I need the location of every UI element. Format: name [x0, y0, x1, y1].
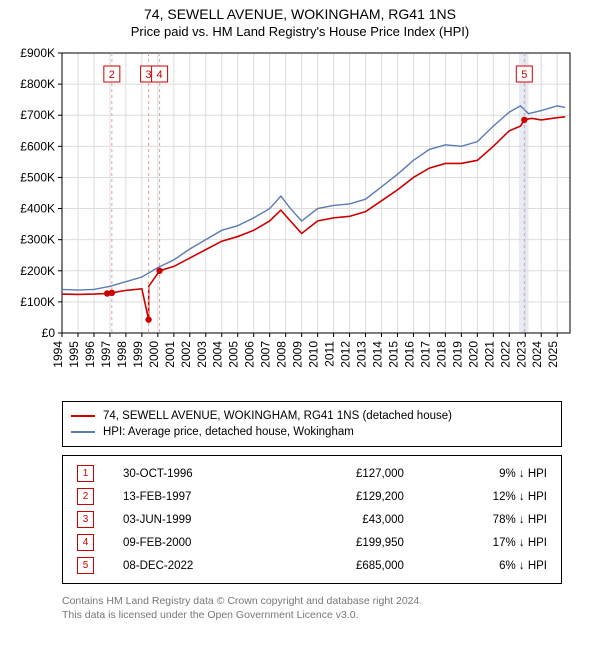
y-tick-label: £500K	[20, 170, 55, 184]
footer-line-1: Contains HM Land Registry data © Crown c…	[62, 594, 562, 608]
event-row: 2 13-FEB-1997£129,20012% ↓ HPI	[71, 485, 553, 508]
event-row-marker: 2	[77, 488, 94, 505]
event-price: £685,000	[280, 554, 422, 577]
x-tick-label: 2003	[195, 341, 209, 368]
event-pct-vs-hpi: 12% ↓ HPI	[422, 485, 553, 508]
title-sub: Price paid vs. HM Land Registry's House …	[0, 24, 600, 39]
event-row: 1 30-OCT-1996£127,0009% ↓ HPI	[71, 462, 553, 485]
x-tick-label: 2017	[418, 341, 432, 368]
x-tick-label: 1999	[131, 341, 145, 368]
event-pct-vs-hpi: 9% ↓ HPI	[422, 462, 553, 485]
x-tick-label: 2011	[323, 341, 337, 367]
x-tick-label: 2006	[243, 341, 257, 368]
y-tick-label: £300K	[20, 233, 55, 247]
event-row-marker: 5	[77, 557, 94, 574]
x-tick-label: 1996	[83, 341, 97, 368]
x-tick-label: 2009	[291, 341, 305, 368]
x-tick-label: 2024	[530, 341, 544, 368]
title-main: 74, SEWELL AVENUE, WOKINGHAM, RG41 1NS	[0, 6, 600, 22]
x-tick-label: 2018	[434, 341, 448, 368]
x-tick-label: 2025	[546, 341, 560, 368]
events-table: 1 30-OCT-1996£127,0009% ↓ HPI 2 13-FEB-1997…	[62, 455, 562, 584]
event-row: 5 08-DEC-2022£685,0006% ↓ HPI	[71, 554, 553, 577]
event-row-marker: 3	[77, 511, 94, 528]
legend-label: 74, SEWELL AVENUE, WOKINGHAM, RG41 1NS (…	[103, 408, 452, 424]
event-pct-vs-hpi: 17% ↓ HPI	[422, 531, 553, 554]
series-price_paid	[62, 117, 565, 320]
x-tick-label: 2007	[259, 341, 273, 368]
legend-swatch	[71, 415, 95, 417]
attribution-footer: Contains HM Land Registry data © Crown c…	[62, 594, 562, 622]
event-point-3	[145, 316, 151, 322]
x-tick-label: 2023	[514, 341, 528, 368]
x-tick-label: 1997	[99, 341, 113, 368]
event-marker-label-3: 3	[146, 69, 152, 81]
x-tick-label: 2008	[275, 341, 289, 368]
legend-swatch	[71, 431, 95, 433]
x-tick-label: 1995	[67, 341, 81, 368]
x-tick-label: 2014	[370, 341, 384, 368]
x-tick-label: 2019	[450, 341, 464, 368]
event-row: 4 09-FEB-2000£199,95017% ↓ HPI	[71, 531, 553, 554]
event-pct-vs-hpi: 78% ↓ HPI	[422, 508, 553, 531]
x-tick-label: 2005	[227, 341, 241, 368]
x-tick-label: 2015	[386, 341, 400, 368]
x-tick-label: 1994	[51, 341, 65, 368]
legend-row: 74, SEWELL AVENUE, WOKINGHAM, RG41 1NS (…	[71, 408, 553, 424]
x-tick-label: 2002	[179, 341, 193, 368]
event-marker-label-5: 5	[521, 69, 527, 81]
y-tick-label: £400K	[20, 202, 55, 216]
event-price: £127,000	[280, 462, 422, 485]
x-tick-label: 2004	[211, 341, 225, 368]
x-tick-label: 1998	[115, 341, 129, 368]
price-vs-hpi-chart: £0 £100K £200K £300K £400K £500K £600K £700K £80…	[0, 43, 600, 393]
x-tick-label: 2013	[355, 341, 369, 368]
x-tick-label: 2022	[498, 341, 512, 368]
y-tick-label: £0	[42, 326, 56, 340]
event-point-5	[521, 117, 527, 123]
event-date: 13-FEB-1997	[117, 485, 280, 508]
y-tick-label: £100K	[20, 295, 55, 309]
event-date: 30-OCT-1996	[117, 462, 280, 485]
x-tick-label: 2021	[482, 341, 496, 368]
event-date: 09-FEB-2000	[117, 531, 280, 554]
y-tick-label: £600K	[20, 139, 55, 153]
x-tick-label: 2000	[147, 341, 161, 368]
event-row-marker: 1	[77, 465, 94, 482]
x-tick-label: 2020	[466, 341, 480, 368]
x-tick-label: 2001	[163, 341, 177, 368]
x-tick-label: 2010	[307, 341, 321, 368]
y-tick-label: £800K	[20, 77, 55, 91]
event-marker-label-4: 4	[157, 69, 163, 81]
legend-row: HPI: Average price, detached house, Woki…	[71, 424, 553, 440]
event-marker-label-2: 2	[109, 69, 115, 81]
event-price: £43,000	[280, 508, 422, 531]
legend-box: 74, SEWELL AVENUE, WOKINGHAM, RG41 1NS (…	[62, 401, 562, 447]
footer-line-2: This data is licensed under the Open Gov…	[62, 608, 562, 622]
event-price: £129,200	[280, 485, 422, 508]
y-tick-label: £900K	[20, 46, 55, 60]
event-date: 03-JUN-1999	[117, 508, 280, 531]
x-tick-label: 2016	[402, 341, 416, 368]
legend-label: HPI: Average price, detached house, Woki…	[103, 424, 354, 440]
y-tick-label: £200K	[20, 264, 55, 278]
event-pct-vs-hpi: 6% ↓ HPI	[422, 554, 553, 577]
series-hpi	[62, 106, 565, 290]
event-point-2	[109, 290, 115, 296]
event-date: 08-DEC-2022	[117, 554, 280, 577]
event-row: 3 03-JUN-1999£43,00078% ↓ HPI	[71, 508, 553, 531]
x-tick-label: 2012	[339, 341, 353, 368]
event-price: £199,950	[280, 531, 422, 554]
event-point-4	[156, 268, 162, 274]
event-row-marker: 4	[77, 534, 94, 551]
y-tick-label: £700K	[20, 108, 55, 122]
